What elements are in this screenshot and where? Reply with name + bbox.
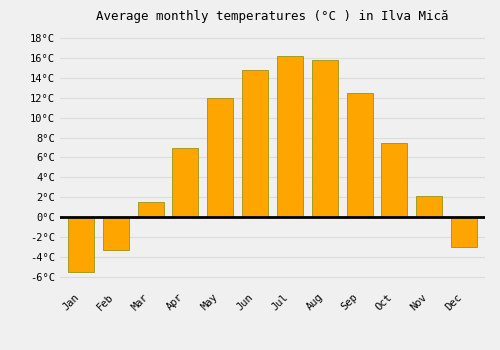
Bar <box>138 202 164 217</box>
Bar <box>416 196 442 217</box>
Title: Average monthly temperatures (°C ) in Ilva Mică: Average monthly temperatures (°C ) in Il… <box>96 10 449 23</box>
Bar <box>102 217 129 250</box>
Bar <box>451 217 477 247</box>
Bar <box>207 98 234 217</box>
Bar <box>277 56 303 217</box>
Bar <box>382 142 407 217</box>
Bar <box>242 70 268 217</box>
Bar <box>346 93 372 217</box>
Bar <box>312 60 338 217</box>
Bar <box>68 217 94 272</box>
Bar <box>172 148 199 217</box>
